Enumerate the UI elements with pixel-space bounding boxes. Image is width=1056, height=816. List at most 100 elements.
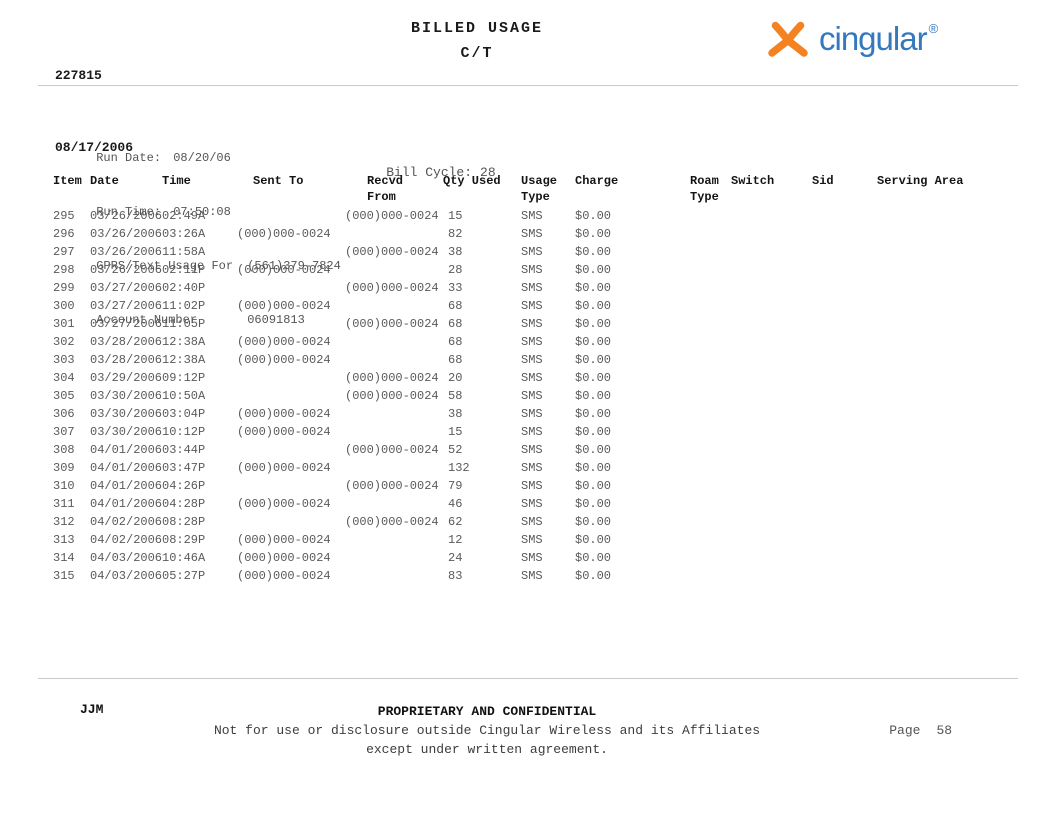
table-row: 313 04/02/2006 08:29P (000)000-0024 12 SMS $0.… [0,533,1056,551]
cingular-wordmark: cingular [819,20,928,57]
cell-sent_to: (000)000-0024 [237,299,331,313]
cell-charge: $0.00 [575,497,612,511]
cell-date: 03/26/2006 [90,263,163,277]
cell-time: 08:28P [162,515,206,529]
cell-time: 03:47P [162,461,206,475]
cell-date: 04/01/2006 [90,443,163,457]
table-row: 308 04/01/2006 03:44P (000)000-0024 52 SMS $0.… [0,443,1056,461]
cell-item: 309 [53,461,75,475]
confidential-text-line: except under written agreement. [366,742,608,757]
cell-usage_type: SMS [521,227,543,241]
cell-time: 10:50A [162,389,206,403]
cell-charge: $0.00 [575,443,612,457]
cell-time: 08:29P [162,533,206,547]
cell-usage_type: SMS [521,461,543,475]
cell-charge: $0.00 [575,353,612,367]
cell-item: 298 [53,263,75,277]
cell-date: 03/30/2006 [90,407,163,421]
cell-item: 311 [53,497,75,511]
cell-date: 03/26/2006 [90,209,163,223]
cell-charge: $0.00 [575,461,612,475]
col-header-sid: Sid [812,174,834,188]
page-label: Page [889,723,921,738]
cell-usage_type: SMS [521,353,543,367]
cell-charge: $0.00 [575,317,612,331]
usage-for-line: GPRS/Text Usage For (561)379-7824 [53,239,341,273]
col-header-recvd_from: Recvd [367,174,404,188]
table-row: 315 04/03/2006 05:27P (000)000-0024 83 SMS $0.… [0,569,1056,587]
table-row: 303 03/28/2006 12:38A (000)000-0024 68 SMS $0.… [0,353,1056,371]
cell-date: 03/28/2006 [90,335,163,349]
cell-date: 04/02/2006 [90,533,163,547]
cell-time: 02:11P [162,263,206,277]
table-row: 311 04/01/2006 04:28P (000)000-0024 46 SMS $0.… [0,497,1056,515]
cell-time: 11:58A [162,245,206,259]
cell-charge: $0.00 [575,281,612,295]
cell-usage_type: SMS [521,551,543,565]
cell-recvd_from: (000)000-0024 [345,389,439,403]
cell-item: 304 [53,371,75,385]
cell-time: 09:12P [162,371,206,385]
cell-charge: $0.00 [575,569,612,583]
cell-usage_type: SMS [521,569,543,583]
cell-item: 299 [53,281,75,295]
col-header-usage_type: Usage [521,174,558,188]
cell-date: 04/03/2006 [90,569,163,583]
cell-time: 02:40P [162,281,206,295]
cell-sent_to: (000)000-0024 [237,407,331,421]
table-row: 299 03/27/2006 02:40P (000)000-0024 33 SMS $0.… [0,281,1056,299]
cell-date: 03/30/2006 [90,425,163,439]
cell-recvd_from: (000)000-0024 [345,317,439,331]
cell-recvd_from: (000)000-0024 [345,515,439,529]
cell-sent_to: (000)000-0024 [237,425,331,439]
cell-date: 03/27/2006 [90,317,163,331]
cell-qty_used: 82 [448,227,463,241]
report-subtitle: C/T [460,45,494,62]
cell-usage_type: SMS [521,497,543,511]
table-row: 304 03/29/2006 09:12P (000)000-0024 20 SMS $0.… [0,371,1056,389]
cingular-logo: cingular ® [766,16,938,62]
cell-time: 11:02P [162,299,206,313]
cell-recvd_from: (000)000-0024 [345,479,439,493]
cell-time: 10:46A [162,551,206,565]
run-date-value: 08/20/06 [173,151,231,165]
cell-item: 308 [53,443,75,457]
cell-qty_used: 68 [448,353,463,367]
cell-time: 11:05P [162,317,206,331]
cell-time: 12:38A [162,353,206,367]
cell-qty_used: 38 [448,245,463,259]
col-header-sent_to: Sent To [253,174,304,188]
cell-usage_type: SMS [521,389,543,403]
account-number-value: 06091813 [247,313,305,327]
col-header-serving_area: Serving Area [877,174,964,188]
table-row: 306 03/30/2006 03:04P (000)000-0024 38 SMS $0.… [0,407,1056,425]
col-header-time: Time [162,174,191,188]
cell-time: 03:44P [162,443,206,457]
cell-qty_used: 15 [448,425,463,439]
run-date-line: Run Date: 08/20/06 [53,131,341,165]
cell-date: 04/01/2006 [90,479,163,493]
account-number-line: Account Number 06091813 [53,293,341,327]
cell-usage_type: SMS [521,425,543,439]
cell-qty_used: 28 [448,263,463,277]
col-header-date: Date [90,174,119,188]
cell-date: 04/02/2006 [90,515,163,529]
cell-recvd_from: (000)000-0024 [345,209,439,223]
table-row: 298 03/26/2006 02:11P (000)000-0024 28 SMS $0.… [0,263,1056,281]
cell-time: 12:38A [162,335,206,349]
document-meta: 227815 08/17/2006 [55,16,133,208]
cell-usage_type: SMS [521,443,543,457]
cell-item: 315 [53,569,75,583]
col-header-roam_type: Type [690,190,719,204]
col-header-roam_type: Roam [690,174,719,188]
cell-item: 307 [53,425,75,439]
cell-sent_to: (000)000-0024 [237,461,331,475]
cell-qty_used: 24 [448,551,463,565]
usage-for-phone: (561)379-7824 [247,259,341,273]
cell-charge: $0.00 [575,335,612,349]
cell-usage_type: SMS [521,263,543,277]
cell-sent_to: (000)000-0024 [237,335,331,349]
cell-qty_used: 15 [448,209,463,223]
cell-item: 306 [53,407,75,421]
cell-sent_to: (000)000-0024 [237,533,331,547]
